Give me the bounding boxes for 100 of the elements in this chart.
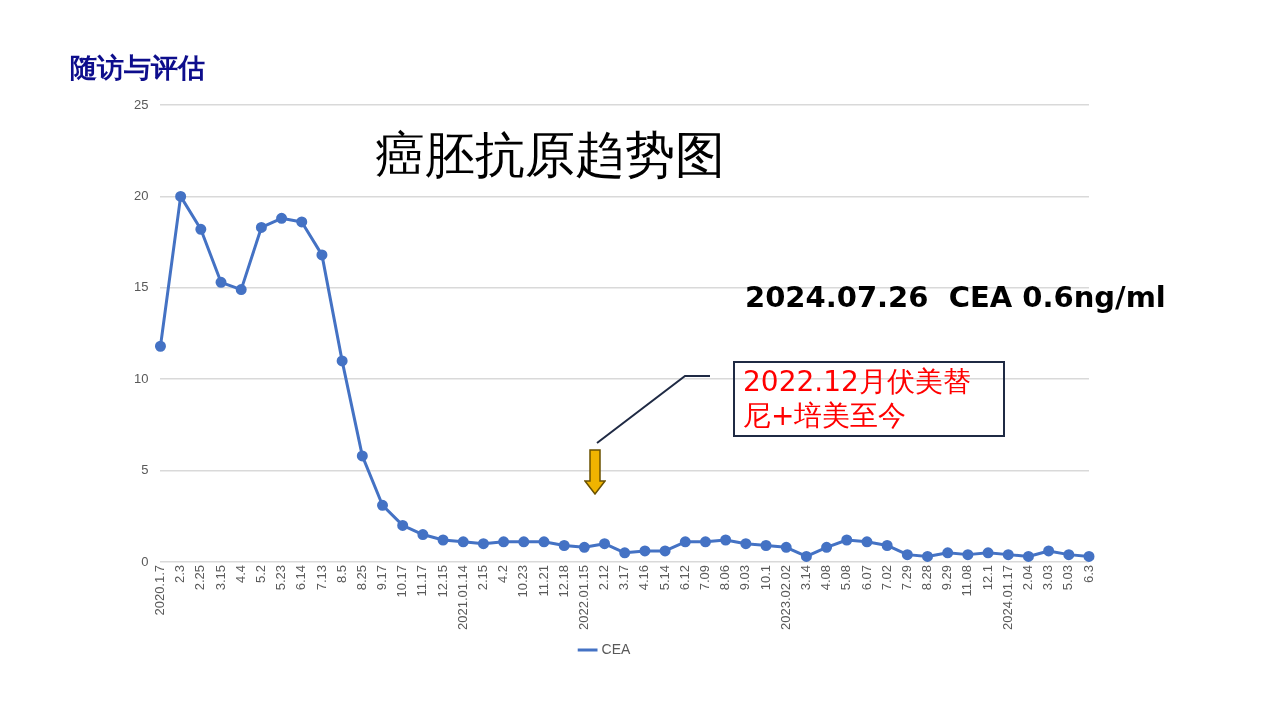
point	[356, 450, 368, 462]
point	[276, 212, 288, 224]
y-tick-label: 5	[141, 462, 149, 478]
point	[316, 249, 328, 261]
point	[215, 276, 227, 288]
x-tick-label: 5.23	[273, 564, 289, 591]
point	[982, 547, 994, 559]
x-tick-label: 2.12	[596, 564, 612, 591]
x-tick-label: 9.29	[939, 564, 955, 591]
x-tick-label: 2022.01.15	[575, 564, 591, 631]
chart-subtitle: 癌胚抗原趋势图	[375, 125, 725, 186]
point	[457, 536, 469, 548]
x-tick-label: 4.2	[495, 564, 511, 584]
point	[901, 549, 913, 561]
point	[417, 529, 429, 541]
point	[477, 538, 489, 550]
point	[639, 545, 651, 557]
chart-title: 随访与评估	[70, 51, 205, 85]
x-tick-label: 2021.01.14	[454, 564, 470, 631]
x-tick-label: 10.23	[515, 564, 531, 598]
x-tick-label: 4.4	[232, 564, 248, 584]
x-tick-label: 3.15	[212, 564, 228, 591]
x-tick-label: 3.17	[616, 564, 632, 591]
point	[255, 221, 267, 233]
point	[1083, 550, 1095, 562]
x-tick-label: 8.25	[353, 564, 369, 591]
point	[518, 536, 530, 548]
point	[1063, 549, 1075, 561]
point	[619, 547, 631, 559]
x-tick-label: 8.06	[717, 564, 733, 591]
point	[841, 534, 853, 546]
x-tick-label: 3.03	[1040, 564, 1056, 591]
x-tick-label: 7.09	[697, 564, 713, 591]
x-tick-label: 3.14	[797, 564, 813, 591]
point	[679, 536, 691, 548]
point	[498, 536, 510, 548]
x-tick-label: 2020.1.7	[152, 564, 168, 616]
x-tick-label: 9.03	[737, 564, 753, 591]
point	[1002, 549, 1014, 561]
x-tick-label: 6.12	[676, 564, 692, 591]
x-tick-label: 12.15	[434, 564, 450, 598]
point	[175, 190, 187, 202]
x-tick-label: 9.17	[374, 564, 390, 591]
y-tick-label: 25	[133, 96, 149, 112]
x-tick-label: 7.02	[878, 564, 894, 591]
x-tick-label: 5.14	[656, 564, 672, 591]
x-tick-label: 2024.01.17	[999, 564, 1015, 631]
x-tick-label: 8.28	[919, 564, 935, 591]
point	[881, 539, 893, 551]
x-tick-label: 6.14	[293, 564, 309, 591]
point	[720, 534, 732, 546]
x-tick-label: 10.17	[394, 564, 410, 598]
point	[699, 536, 711, 548]
point	[740, 538, 752, 550]
y-tick-label: 15	[133, 279, 149, 295]
point	[1022, 550, 1034, 562]
x-tick-label: 7.29	[898, 564, 914, 591]
x-tick-label: 4.16	[636, 564, 652, 591]
annotation: 2024.07.26 CEA 0.6ng/ml	[745, 280, 1166, 314]
x-tick-label: 6.3	[1080, 564, 1096, 584]
point	[780, 541, 792, 553]
point	[558, 539, 570, 551]
x-tick-label: 5.2	[252, 564, 268, 584]
point	[962, 549, 974, 561]
x-tick-label: 7.13	[313, 564, 329, 591]
x-tick-label: 12.1	[979, 564, 995, 591]
x-tick-label: 6.07	[858, 564, 874, 591]
point	[760, 539, 772, 551]
x-tick-label: 11.21	[535, 564, 551, 597]
point	[599, 538, 611, 550]
point	[578, 541, 590, 553]
y-tick-label: 10	[133, 370, 149, 386]
x-tick-label: 11.17	[414, 564, 430, 597]
legend-label: CEA	[601, 640, 632, 657]
y-tick-label: 0	[141, 553, 149, 569]
y-tick-label: 20	[133, 187, 149, 203]
x-tick-label: 2.25	[192, 564, 208, 591]
annotation: 2022.12月伏美替尼+培美至今	[733, 361, 1005, 437]
point	[154, 340, 166, 352]
point	[235, 284, 247, 296]
point	[336, 355, 348, 367]
point	[861, 536, 873, 548]
point	[800, 550, 812, 562]
point	[538, 536, 550, 548]
x-tick-label: 2.15	[475, 564, 491, 591]
x-tick-label: 8.5	[333, 564, 349, 584]
x-tick-label: 5.03	[1060, 564, 1076, 591]
point	[922, 550, 934, 562]
point	[821, 541, 833, 553]
point	[942, 547, 954, 559]
x-tick-label: 12.18	[555, 564, 571, 598]
point	[195, 223, 207, 235]
point	[659, 545, 671, 557]
point	[397, 519, 409, 531]
x-tick-label: 4.08	[818, 564, 834, 591]
point	[1043, 545, 1055, 557]
x-tick-label: 11.08	[959, 564, 975, 597]
x-tick-label: 2023.02.02	[777, 564, 793, 631]
point	[437, 534, 449, 546]
point	[296, 216, 308, 228]
